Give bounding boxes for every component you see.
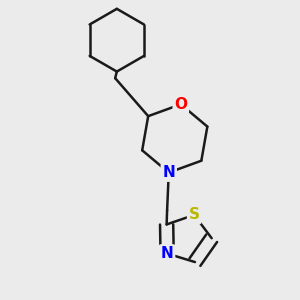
Text: S: S [189,208,200,223]
Text: N: N [161,246,173,261]
Text: O: O [174,97,187,112]
Text: N: N [162,165,175,180]
